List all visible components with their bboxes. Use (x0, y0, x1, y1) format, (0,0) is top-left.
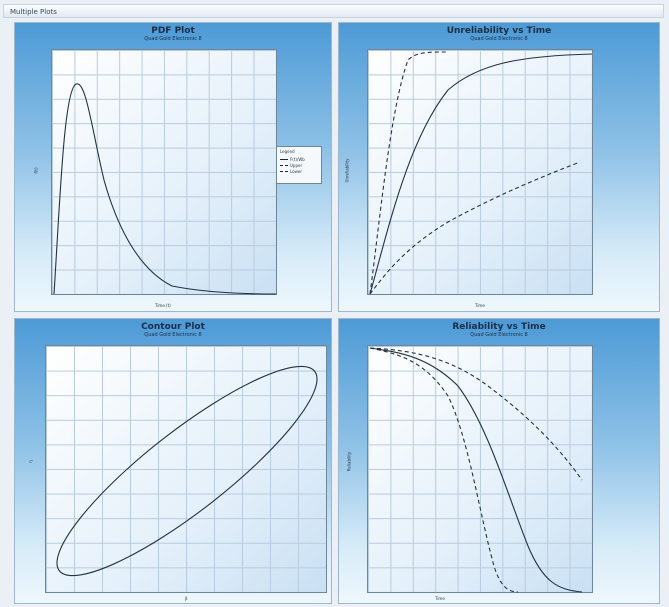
pdf-plot-subtitle: Quad Gold Electronic 8 (144, 36, 202, 42)
pdf-curve (53, 83, 277, 295)
unreliability-legend-item: Lower (280, 168, 318, 174)
pdf-plot-area[interactable] (51, 49, 277, 295)
unreliability-plot-area[interactable] (367, 49, 593, 295)
reliability-plot-subtitle: Quad Gold Electronic 8 (470, 332, 528, 338)
pdf-plot-panel[interactable]: PDF Plot Quad Gold Electronic 8 Time (t)… (14, 22, 332, 312)
contour-plot-panel[interactable]: Contour Plot Quad Gold Electronic 8 β η (14, 318, 332, 604)
pdf-x-axis-label: Time (t) (155, 303, 171, 308)
legend-swatch-solid (280, 158, 288, 160)
legend-swatch-dashed (280, 164, 288, 166)
reliability-plot-grid (368, 346, 592, 592)
reliability-plot-title: Reliability vs Time (452, 322, 546, 332)
contour-x-axis-label: β (185, 596, 188, 601)
window-title-bar: Multiple Plots (3, 4, 664, 18)
legend-swatch-dashed (280, 170, 288, 172)
contour-plot-title: Contour Plot (141, 322, 205, 332)
unreliability-lower-bound-curve (369, 161, 581, 295)
contour-y-axis-label: η (27, 460, 33, 463)
unreliability-x-axis-label: Time (475, 303, 485, 308)
unreliability-plot-title: Unreliability vs Time (446, 26, 552, 36)
reliability-curves-svg (369, 347, 583, 593)
unreliability-main-curve (369, 53, 593, 295)
unreliability-curves-svg (369, 51, 593, 295)
pdf-y-axis-label: f(t) (33, 167, 39, 174)
pdf-plot-title: PDF Plot (151, 26, 195, 36)
unreliability-legend-item: Upper (280, 162, 318, 168)
unreliability-legend: Legend F(t)/Wb Upper Lower (276, 146, 322, 184)
contour-ellipse (56, 365, 318, 577)
reliability-y-axis-label: Reliability (346, 451, 352, 472)
unreliability-legend-title: Legend (280, 149, 295, 154)
reliability-main-curve (369, 347, 583, 593)
unreliability-upper-bound-curve (369, 51, 449, 295)
unreliability-y-axis-label: Unreliability (344, 158, 350, 183)
contour-ellipse-svg (56, 365, 318, 577)
pdf-plot-grid (52, 50, 276, 294)
reliability-plot-area[interactable] (367, 345, 593, 593)
pdf-curve-svg (53, 83, 277, 295)
unreliability-plot-subtitle: Quad Gold Electronic 8 (470, 36, 528, 42)
contour-plot-grid (46, 346, 326, 592)
reliability-lower-bound-curve (369, 347, 519, 593)
unreliability-legend-item: F(t)/Wb (280, 156, 318, 162)
reliability-x-axis-label: Time (435, 596, 445, 601)
reliability-plot-panel[interactable]: Reliability vs Time Quad Gold Electronic… (338, 318, 660, 604)
contour-plot-area[interactable] (45, 345, 327, 593)
unreliability-plot-panel[interactable]: Unreliability vs Time Quad Gold Electron… (338, 22, 660, 312)
contour-plot-subtitle: Quad Gold Electronic 8 (144, 332, 202, 338)
reliability-upper-bound-curve (369, 347, 583, 481)
